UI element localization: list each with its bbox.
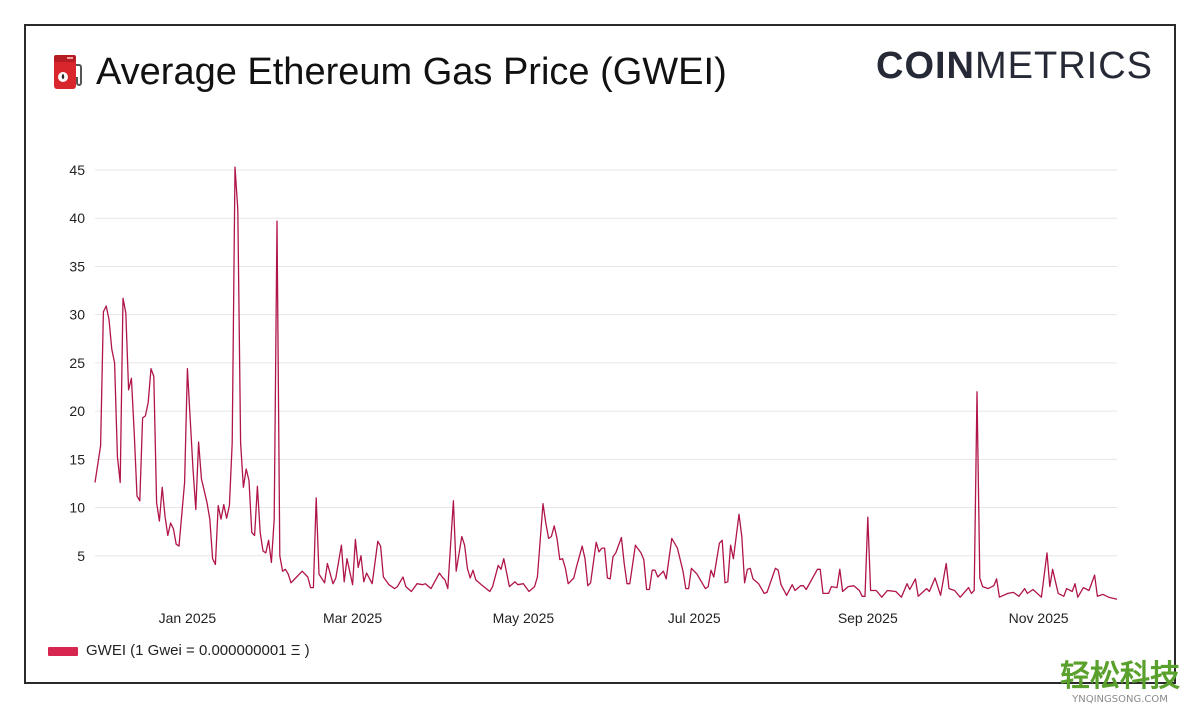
x-tick-label: May 2025	[493, 610, 555, 626]
legend[interactable]: GWEI (1 Gwei = 0.000000001 Ξ )	[48, 642, 310, 660]
series-line-gwei	[94, 166, 1118, 600]
chart-title: Average Ethereum Gas Price (GWEI)	[96, 51, 727, 93]
watermark-text: 轻松科技	[1060, 659, 1180, 694]
y-tick-label: 20	[69, 403, 85, 419]
y-tick-label: 15	[69, 451, 85, 467]
y-tick-label: 35	[69, 258, 85, 274]
y-tick-label: 25	[69, 355, 85, 371]
legend-label: GWEI (1 Gwei = 0.000000001 Ξ )	[86, 642, 310, 659]
y-tick-label: 5	[77, 548, 85, 564]
chart-frame	[24, 24, 1176, 684]
x-tick-label: Jul 2025	[668, 610, 721, 626]
x-tick-label: Nov 2025	[1009, 610, 1069, 626]
y-tick-label: 40	[69, 210, 85, 226]
coinmetrics-logo: COINMETRICS	[876, 45, 1153, 87]
watermark-subtext: YNQINGSONG.COM	[1072, 694, 1168, 705]
watermark: 轻松科技 YNQINGSONG.COM	[1060, 660, 1180, 706]
legend-swatch	[48, 646, 78, 656]
x-tick-label: Mar 2025	[323, 610, 382, 626]
fuel-pump-icon	[54, 55, 82, 89]
y-tick-label: 10	[69, 500, 85, 516]
x-tick-label: Sep 2025	[838, 610, 898, 626]
y-tick-label: 45	[69, 162, 85, 178]
y-tick-label: 30	[69, 307, 85, 323]
x-tick-label: Jan 2025	[159, 610, 217, 626]
